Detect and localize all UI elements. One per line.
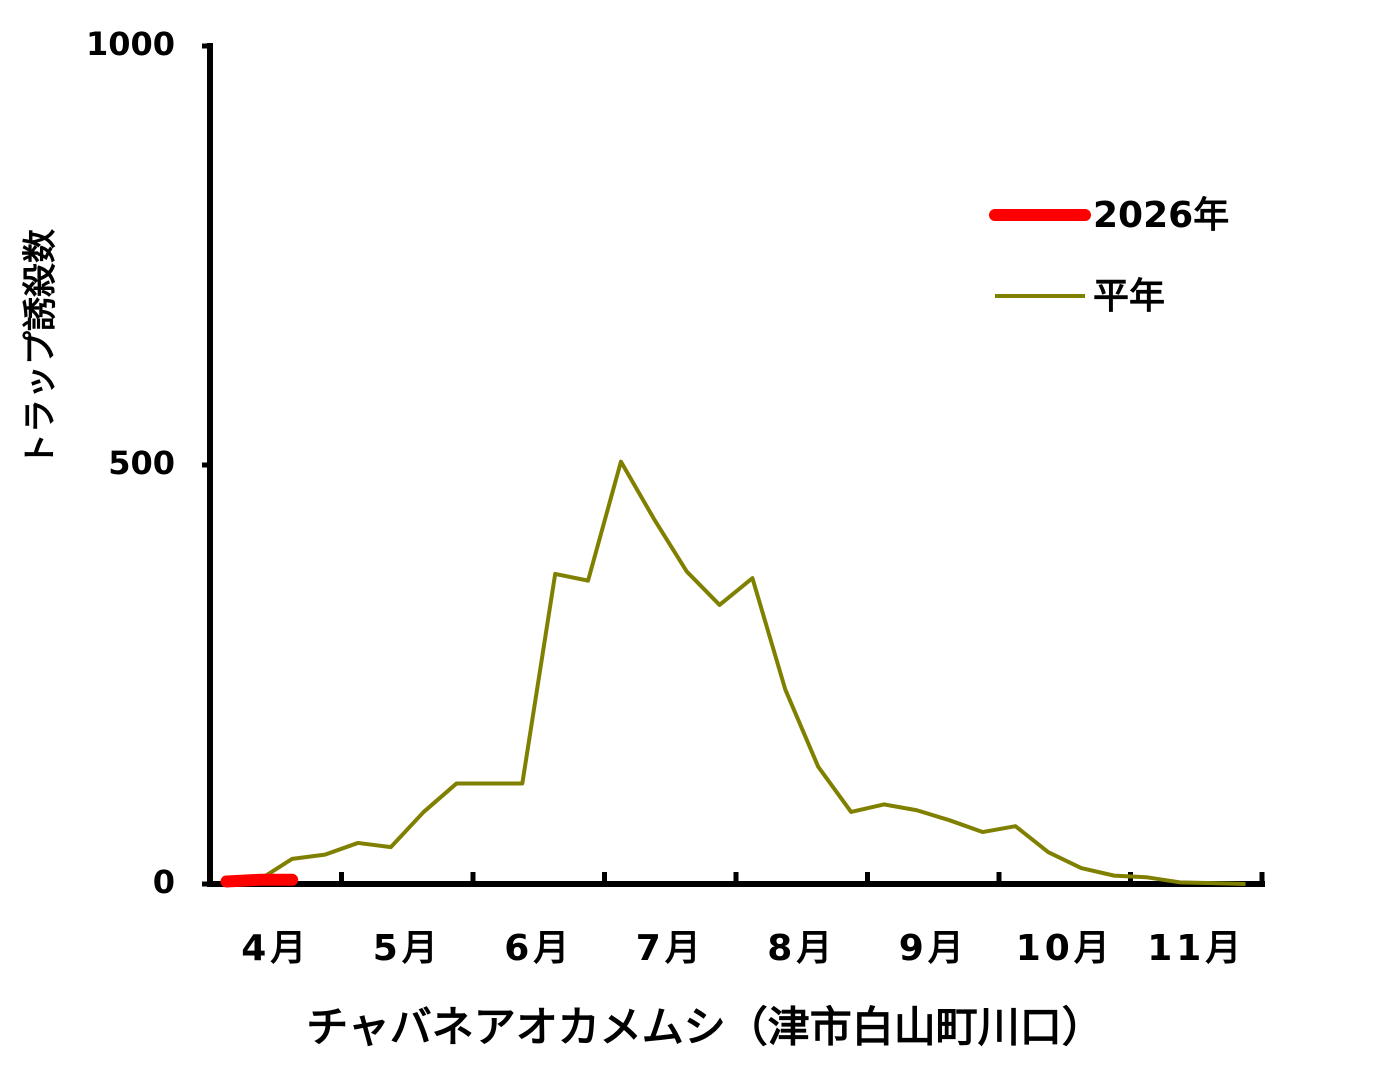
x-tick-label: 7月 (636, 928, 705, 969)
series-line (220, 873, 299, 888)
x-tick-label: 4月 (241, 928, 310, 969)
y-tick-label: 500 (108, 444, 175, 482)
y-tick-label: 1000 (86, 25, 175, 63)
x-tick-label: 6月 (504, 928, 573, 969)
legend-label: 2026年 (1093, 195, 1229, 236)
x-tick-label: 8月 (767, 928, 836, 969)
legend-label: 平年 (1093, 276, 1165, 317)
y-axis-label: トラップ誘殺数 (21, 229, 61, 467)
x-tick-label: 10月 (1016, 928, 1114, 969)
x-tick-label: 5月 (373, 928, 442, 969)
series-line (226, 459, 1246, 886)
x-tick-label: 11月 (1147, 928, 1245, 969)
y-tick-label: 0 (153, 863, 175, 901)
x-tick-label: 9月 (899, 928, 968, 969)
chart-title: チャバネアオカメムシ（津市白山町川口） (306, 1003, 1104, 1052)
